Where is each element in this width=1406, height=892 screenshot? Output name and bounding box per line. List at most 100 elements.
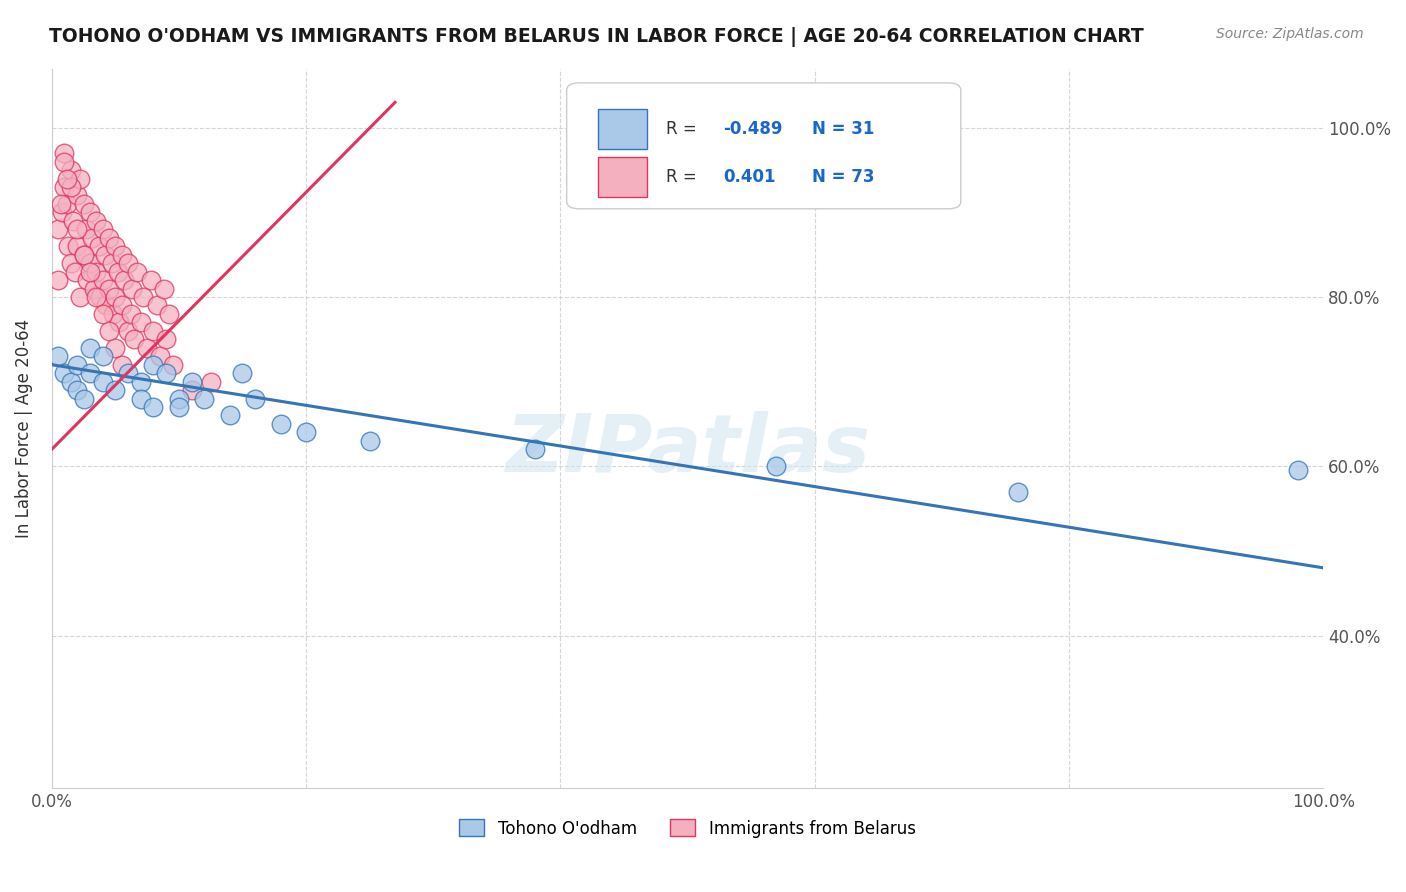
Text: N = 73: N = 73 [813, 168, 875, 186]
Point [87, 239, 110, 253]
Point [121, 281, 143, 295]
Text: 0.401: 0.401 [723, 168, 776, 186]
Point [523, 442, 546, 457]
Point [82, 231, 104, 245]
Point [129, 375, 152, 389]
Text: ZIPatlas: ZIPatlas [505, 410, 870, 489]
Point [69, 290, 91, 304]
Point [125, 265, 148, 279]
Point [765, 459, 787, 474]
Point [142, 400, 165, 414]
FancyBboxPatch shape [599, 157, 647, 197]
Point [100, 256, 122, 270]
Point [136, 341, 159, 355]
Point [193, 392, 215, 406]
Point [149, 349, 172, 363]
Point [53, 366, 76, 380]
Point [91, 222, 114, 236]
Point [91, 307, 114, 321]
Point [111, 298, 134, 312]
Point [124, 332, 146, 346]
Point [56, 171, 79, 186]
Point [167, 400, 190, 414]
Point [101, 307, 124, 321]
Point [200, 375, 222, 389]
Point [58, 239, 80, 253]
Point [129, 392, 152, 406]
Point [1007, 484, 1029, 499]
Point [63, 265, 86, 279]
Point [107, 265, 129, 279]
Point [117, 366, 139, 380]
Point [142, 358, 165, 372]
Point [76, 273, 98, 287]
Point [59, 163, 82, 178]
Point [167, 392, 190, 406]
Text: -0.489: -0.489 [723, 120, 783, 138]
Point [79, 366, 101, 380]
Point [112, 273, 135, 287]
Legend: Tohono O'odham, Immigrants from Belarus: Tohono O'odham, Immigrants from Belarus [453, 813, 922, 844]
Point [155, 332, 177, 346]
Point [108, 315, 131, 329]
Point [79, 256, 101, 270]
Point [91, 375, 114, 389]
Point [84, 290, 107, 304]
Point [84, 214, 107, 228]
Point [66, 222, 89, 236]
Point [129, 315, 152, 329]
Point [66, 188, 89, 202]
Text: R =: R = [666, 120, 702, 138]
Point [75, 222, 97, 236]
Point [53, 146, 76, 161]
Point [231, 366, 253, 380]
Point [84, 265, 107, 279]
Y-axis label: In Labor Force | Age 20-64: In Labor Force | Age 20-64 [15, 318, 32, 538]
Text: N = 31: N = 31 [813, 120, 875, 138]
Point [51, 205, 73, 219]
Point [53, 180, 76, 194]
Point [59, 375, 82, 389]
Point [56, 197, 79, 211]
Point [117, 256, 139, 270]
Point [180, 375, 202, 389]
Point [142, 324, 165, 338]
Point [97, 281, 120, 295]
Point [79, 205, 101, 219]
Point [104, 239, 127, 253]
Point [180, 383, 202, 397]
Point [117, 324, 139, 338]
FancyBboxPatch shape [599, 110, 647, 149]
Point [162, 358, 184, 372]
Point [270, 417, 292, 431]
Point [49, 197, 72, 211]
Point [104, 383, 127, 397]
Point [96, 298, 118, 312]
Point [46, 273, 69, 287]
Point [295, 425, 318, 440]
FancyBboxPatch shape [567, 83, 960, 209]
Point [218, 409, 240, 423]
Point [97, 231, 120, 245]
Point [66, 358, 89, 372]
Point [53, 154, 76, 169]
Point [69, 171, 91, 186]
Point [66, 383, 89, 397]
Point [139, 273, 162, 287]
Point [155, 366, 177, 380]
Point [97, 324, 120, 338]
Point [72, 248, 94, 262]
Point [111, 358, 134, 372]
Point [111, 248, 134, 262]
Point [89, 290, 111, 304]
Point [1286, 463, 1309, 477]
Point [104, 341, 127, 355]
Point [146, 298, 169, 312]
Point [83, 281, 105, 295]
Point [104, 290, 127, 304]
Point [359, 434, 381, 448]
Point [94, 248, 117, 262]
Point [62, 214, 84, 228]
Text: R =: R = [666, 168, 702, 186]
Point [152, 281, 174, 295]
